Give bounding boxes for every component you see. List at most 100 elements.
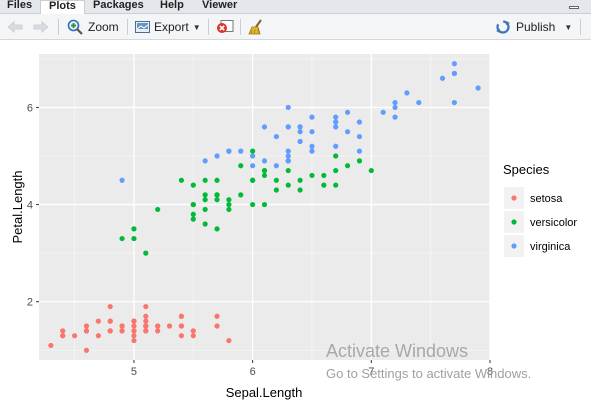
data-point-virginica — [451, 61, 457, 67]
data-point-virginica — [451, 99, 457, 106]
x-tick-label: 6 — [250, 366, 256, 378]
data-point-virginica — [285, 158, 291, 164]
x-tick-label: 5 — [131, 366, 137, 378]
data-point-virginica — [238, 148, 244, 154]
data-point-versicolor — [214, 192, 220, 198]
export-icon — [135, 20, 151, 34]
export-label: Export — [154, 20, 189, 34]
tab-packages[interactable]: Packages — [93, 0, 144, 11]
data-point-versicolor — [214, 177, 220, 183]
data-point-setosa — [178, 333, 185, 339]
data-point-versicolor — [356, 158, 363, 164]
data-point-versicolor — [333, 153, 339, 159]
data-point-setosa — [131, 323, 137, 329]
forward-arrow-icon[interactable] — [33, 14, 49, 40]
data-point-virginica — [261, 158, 268, 164]
data-point-setosa — [214, 323, 220, 329]
data-point-versicolor — [131, 226, 137, 232]
data-point-setosa — [119, 328, 125, 334]
data-point-versicolor — [214, 226, 220, 232]
data-point-virginica — [380, 109, 386, 115]
data-point-versicolor — [261, 201, 268, 208]
y-tick-label: 2 — [27, 297, 33, 309]
tab-help[interactable]: Help — [160, 0, 184, 11]
publish-label: Publish — [516, 20, 556, 34]
data-point-virginica — [475, 85, 481, 91]
publish-menu-button[interactable]: Publish ▼ — [494, 14, 572, 40]
data-point-setosa — [143, 303, 149, 310]
legend-label-virginica: virginica — [530, 241, 571, 253]
data-point-virginica — [344, 129, 351, 135]
data-point-virginica — [439, 75, 446, 81]
data-point-virginica — [392, 99, 398, 106]
data-point-virginica — [202, 158, 208, 164]
export-menu-button[interactable]: Export ▼ — [135, 14, 201, 40]
data-point-versicolor — [297, 177, 303, 183]
data-point-virginica — [333, 119, 339, 125]
data-point-setosa — [178, 323, 185, 329]
legend-label-setosa: setosa — [530, 193, 563, 205]
data-point-setosa — [119, 323, 125, 329]
data-point-setosa — [190, 333, 196, 339]
data-point-virginica — [285, 153, 291, 159]
x-axis-label: Sepal.Length — [226, 385, 303, 400]
remove-plot-button[interactable] — [216, 14, 234, 40]
toolbar-divider — [580, 19, 581, 35]
legend-key-setosa — [511, 195, 517, 201]
back-arrow-icon[interactable] — [7, 14, 23, 40]
data-point-setosa — [95, 318, 101, 324]
data-point-setosa — [190, 328, 196, 334]
data-point-setosa — [72, 333, 78, 339]
data-point-virginica — [273, 163, 279, 169]
data-point-versicolor — [202, 177, 208, 183]
data-point-versicolor — [273, 177, 279, 183]
data-point-virginica — [250, 153, 256, 159]
data-point-versicolor — [202, 206, 208, 213]
data-point-virginica — [119, 177, 125, 183]
data-point-versicolor — [190, 182, 196, 188]
data-point-versicolor — [250, 148, 256, 154]
data-point-virginica — [297, 129, 303, 135]
tab-plots[interactable]: Plots — [40, 0, 85, 14]
legend: Species setosa versicolor virginica — [503, 162, 577, 257]
data-point-virginica — [392, 104, 398, 111]
data-point-virginica — [392, 114, 398, 120]
data-point-setosa — [131, 318, 137, 324]
publish-icon — [494, 20, 512, 34]
data-point-versicolor — [273, 187, 279, 193]
data-points — [48, 61, 481, 353]
data-point-versicolor — [226, 206, 232, 213]
pane-tab-bar: Files Plots Packages Help Viewer — [0, 0, 591, 14]
tab-files[interactable]: Files — [7, 0, 33, 11]
data-point-virginica — [226, 148, 232, 154]
data-point-virginica — [333, 114, 339, 120]
data-point-versicolor — [190, 211, 196, 217]
legend-label-versicolor: versicolor — [530, 217, 577, 229]
tab-viewer[interactable]: Viewer — [202, 0, 238, 11]
data-point-virginica — [333, 143, 339, 149]
data-point-setosa — [95, 333, 101, 339]
data-point-setosa — [60, 328, 66, 334]
data-point-versicolor — [250, 177, 256, 183]
clear-all-plots-button[interactable] — [248, 14, 264, 40]
data-point-virginica — [356, 119, 363, 125]
y-axis: 2 4 6 — [27, 102, 39, 309]
zoom-button[interactable]: Zoom — [67, 14, 119, 40]
data-point-setosa — [143, 313, 149, 319]
data-point-versicolor — [226, 197, 232, 203]
data-point-setosa — [131, 333, 137, 339]
data-point-virginica — [214, 153, 220, 159]
toolbar-divider — [58, 19, 59, 35]
data-point-versicolor — [190, 201, 196, 208]
data-point-setosa — [83, 328, 90, 334]
data-point-versicolor — [321, 182, 327, 188]
data-point-setosa — [178, 313, 185, 319]
data-point-versicolor — [368, 167, 374, 174]
data-point-virginica — [285, 148, 291, 154]
minimize-pane-icon[interactable] — [569, 6, 579, 9]
x-tick-label: 7 — [368, 366, 374, 378]
plots-toolbar: Zoom Export ▼ Publish ▼ — [0, 14, 591, 40]
data-point-setosa — [155, 323, 161, 329]
data-point-versicolor — [202, 197, 208, 203]
data-point-versicolor — [333, 167, 339, 174]
